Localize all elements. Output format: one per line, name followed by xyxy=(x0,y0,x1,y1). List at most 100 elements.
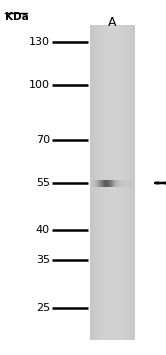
Bar xyxy=(118,25,119,340)
Bar xyxy=(91,180,92,186)
Bar xyxy=(90,180,91,186)
Bar xyxy=(122,25,123,340)
Bar xyxy=(129,180,130,186)
Bar xyxy=(108,180,109,186)
Bar xyxy=(124,180,125,186)
Bar xyxy=(134,180,135,186)
Bar xyxy=(105,180,106,186)
Bar xyxy=(127,25,128,340)
Text: 100: 100 xyxy=(29,80,50,90)
Bar xyxy=(94,25,95,340)
Bar xyxy=(92,180,93,186)
Bar xyxy=(123,25,124,340)
Bar xyxy=(107,25,108,340)
Bar xyxy=(97,180,98,186)
Text: A: A xyxy=(108,16,117,29)
Bar xyxy=(113,25,114,340)
Bar xyxy=(105,25,106,340)
Bar xyxy=(117,180,118,186)
Bar xyxy=(112,180,113,186)
Bar xyxy=(120,25,121,340)
Bar xyxy=(108,25,109,340)
Bar xyxy=(129,25,130,340)
Text: 40: 40 xyxy=(36,225,50,235)
Bar xyxy=(115,25,116,340)
Bar xyxy=(128,180,129,186)
Bar xyxy=(106,180,107,186)
Bar xyxy=(96,180,97,186)
Bar xyxy=(104,180,105,186)
Bar xyxy=(110,180,111,186)
Bar xyxy=(130,180,131,186)
Bar xyxy=(132,25,133,340)
Bar xyxy=(95,25,96,340)
Bar xyxy=(91,25,92,340)
Bar xyxy=(97,25,98,340)
Bar xyxy=(111,180,112,186)
Bar xyxy=(109,180,110,186)
Bar xyxy=(122,180,123,186)
Bar xyxy=(111,25,112,340)
Bar xyxy=(119,25,120,340)
Bar xyxy=(134,25,135,340)
Bar xyxy=(131,25,132,340)
Text: 130: 130 xyxy=(29,37,50,47)
Bar xyxy=(121,180,122,186)
Bar xyxy=(95,180,96,186)
Bar xyxy=(132,180,133,186)
Bar xyxy=(93,25,94,340)
Bar xyxy=(124,25,125,340)
Bar xyxy=(117,25,118,340)
Bar xyxy=(113,180,114,186)
Bar xyxy=(98,25,99,340)
Bar xyxy=(125,180,126,186)
Bar xyxy=(101,180,102,186)
Bar xyxy=(119,180,120,186)
Bar xyxy=(115,180,116,186)
Bar xyxy=(123,180,124,186)
Bar xyxy=(116,25,117,340)
Bar xyxy=(112,25,113,340)
Bar xyxy=(90,25,91,340)
Bar xyxy=(130,25,131,340)
Bar xyxy=(121,25,122,340)
Bar xyxy=(116,180,117,186)
Bar xyxy=(126,25,127,340)
Text: KDa: KDa xyxy=(5,12,29,22)
Bar xyxy=(103,25,104,340)
Bar xyxy=(107,180,108,186)
Text: 55: 55 xyxy=(36,178,50,188)
Bar xyxy=(100,180,101,186)
Bar xyxy=(131,180,132,186)
Bar xyxy=(128,25,129,340)
Bar xyxy=(133,180,134,186)
Bar xyxy=(100,25,101,340)
Bar xyxy=(114,25,115,340)
Bar xyxy=(103,180,104,186)
Bar xyxy=(96,25,97,340)
Bar xyxy=(104,25,105,340)
Bar xyxy=(106,25,107,340)
Bar xyxy=(127,180,128,186)
Bar xyxy=(92,25,93,340)
Bar xyxy=(101,25,102,340)
Bar xyxy=(133,25,134,340)
Bar xyxy=(125,25,126,340)
Bar xyxy=(93,180,94,186)
Text: 70: 70 xyxy=(36,135,50,145)
Bar xyxy=(90,25,135,340)
Bar xyxy=(99,25,100,340)
Bar xyxy=(99,180,100,186)
Bar xyxy=(94,180,95,186)
Bar xyxy=(102,180,103,186)
Bar xyxy=(102,25,103,340)
Bar xyxy=(120,180,121,186)
Text: 35: 35 xyxy=(36,255,50,265)
Bar xyxy=(126,180,127,186)
Bar xyxy=(109,25,110,340)
Bar xyxy=(114,180,115,186)
Bar xyxy=(98,180,99,186)
Text: 25: 25 xyxy=(36,303,50,313)
Bar xyxy=(110,25,111,340)
Bar xyxy=(118,180,119,186)
